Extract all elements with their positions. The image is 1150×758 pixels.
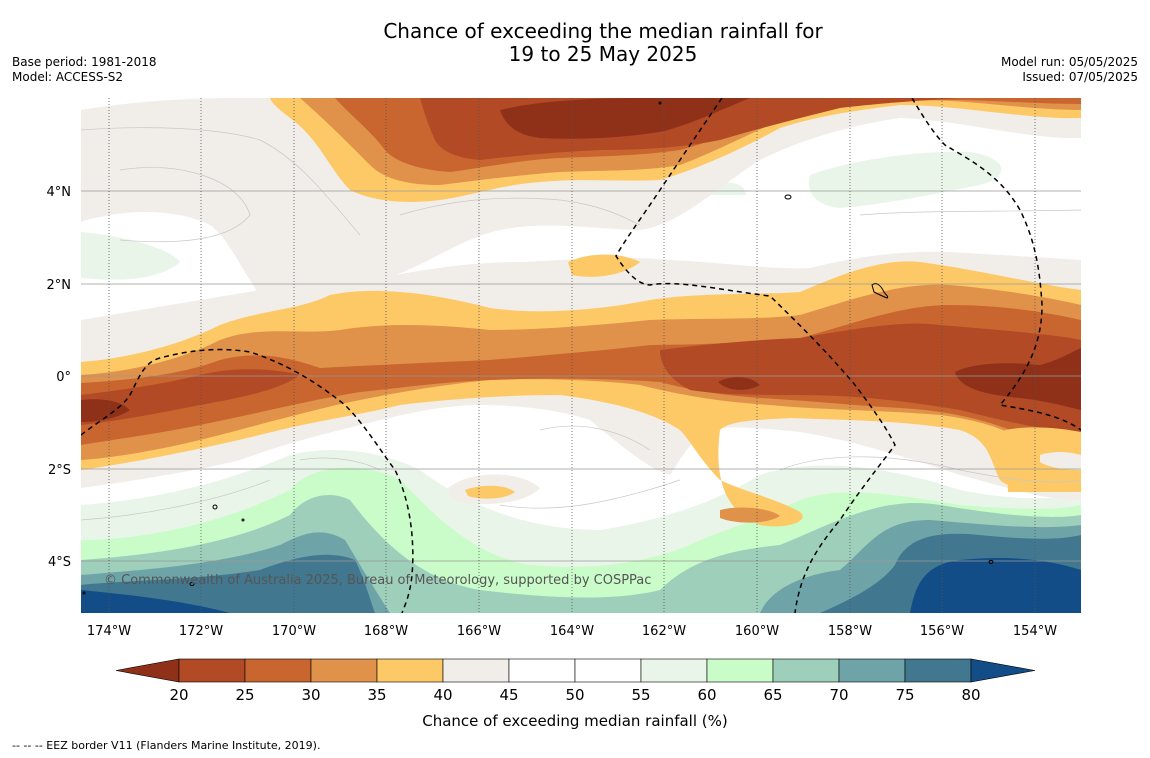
meta-right: Model run: 05/05/2025 Issued: 07/05/2025 [1001, 55, 1138, 85]
colorbar-swatch [574, 658, 642, 683]
colorbar-tick-label: 80 [961, 686, 980, 704]
lon-label: 166°W [457, 624, 501, 639]
graticule [81, 190, 1081, 562]
colorbar-tick-label: 50 [565, 686, 584, 704]
lon-label: 156°W [920, 624, 964, 639]
region-below-20-north [500, 98, 750, 139]
lon-label: 172°W [179, 624, 223, 639]
lat-label: 4°N [47, 185, 72, 200]
colorbar-extend-low [115, 658, 180, 683]
lon-label: 170°W [272, 624, 316, 639]
eez-footnote: -- -- -- EEZ border V11 (Flanders Marine… [12, 739, 321, 752]
colorbar: 20 25 30 35 40 45 50 55 60 65 70 75 80 [115, 658, 1036, 704]
colorbar-tick-label: 55 [631, 686, 650, 704]
colorbar-swatch [442, 658, 510, 683]
lon-label: 174°W [87, 624, 131, 639]
colorbar-swatch [838, 658, 906, 683]
colorbar-tick-label: 25 [235, 686, 254, 704]
colorbar-swatch [244, 658, 312, 683]
colorbar-tick-label: 30 [301, 686, 320, 704]
colorbar-tick-label: 35 [367, 686, 386, 704]
region-55-60-west [81, 232, 180, 280]
lon-label: 154°W [1013, 624, 1057, 639]
region-30-35-blob-c [720, 507, 780, 523]
lon-label: 160°W [735, 624, 779, 639]
region-55-60-ne [808, 151, 1002, 208]
model-run: Model run: 05/05/2025 [1000, 55, 1138, 69]
colorbar-extend-high [970, 658, 1036, 683]
copyright-text: © Commonwealth of Australia 2025, Bureau… [104, 573, 651, 588]
lon-label: 162°W [642, 624, 686, 639]
lon-labels: 174°W 172°W 170°W 168°W 166°W 164°W 162°… [87, 624, 1057, 639]
colorbar-label: Chance of exceeding median rainfall (%) [422, 712, 727, 730]
lon-label: 168°W [364, 624, 408, 639]
meridians [108, 98, 1036, 613]
colorbar-tick-label: 70 [829, 686, 848, 704]
colorbar-swatch [772, 658, 840, 683]
colorbar-swatch [706, 658, 774, 683]
colorbar-tick-label: 45 [499, 686, 518, 704]
region-75-80 [81, 533, 1081, 613]
map-field [81, 98, 1081, 613]
region-35-40-blob-b [465, 485, 515, 499]
colorbar-tick-label: 20 [169, 686, 188, 704]
colorbar-swatch [376, 658, 444, 683]
colorbar-swatch [904, 658, 972, 683]
colorbar-tick-label: 75 [895, 686, 914, 704]
contour-lines [81, 127, 1081, 521]
colorbar-tick-label: 60 [697, 686, 716, 704]
lat-label: 0° [56, 370, 71, 385]
lon-label: 158°W [828, 624, 872, 639]
region-40-45-east [1040, 451, 1081, 470]
map-title-line2: 19 to 25 May 2025 [508, 42, 698, 66]
region-35-40-blob-a [568, 254, 640, 277]
meta-left: Base period: 1981-2018 Model: ACCESS-S2 [12, 55, 157, 85]
eez-borders [81, 98, 1081, 613]
lon-label: 164°W [550, 624, 594, 639]
colorbar-tick-label: 40 [433, 686, 452, 704]
base-period: Base period: 1981-2018 [12, 55, 157, 69]
lat-labels: 4°N 2°N 0° 2°S 4°S [47, 185, 72, 570]
colorbar-swatch [178, 658, 246, 683]
lat-label: 2°S [48, 463, 71, 478]
region-20-25-equator [81, 323, 1081, 432]
region-above-80 [81, 558, 1081, 613]
lat-label: 2°N [47, 278, 72, 293]
model-name: Model: ACCESS-S2 [12, 70, 124, 84]
region-30-35-blob-d [416, 337, 520, 349]
colorbar-tick-label: 65 [763, 686, 782, 704]
colorbar-swatch [508, 658, 576, 683]
colorbar-swatch [640, 658, 708, 683]
map-title-line1: Chance of exceeding the median rainfall … [383, 19, 823, 43]
islands [82, 101, 994, 595]
lat-label: 4°S [48, 555, 71, 570]
issued-date: Issued: 07/05/2025 [1022, 70, 1138, 84]
colorbar-swatch [310, 658, 378, 683]
